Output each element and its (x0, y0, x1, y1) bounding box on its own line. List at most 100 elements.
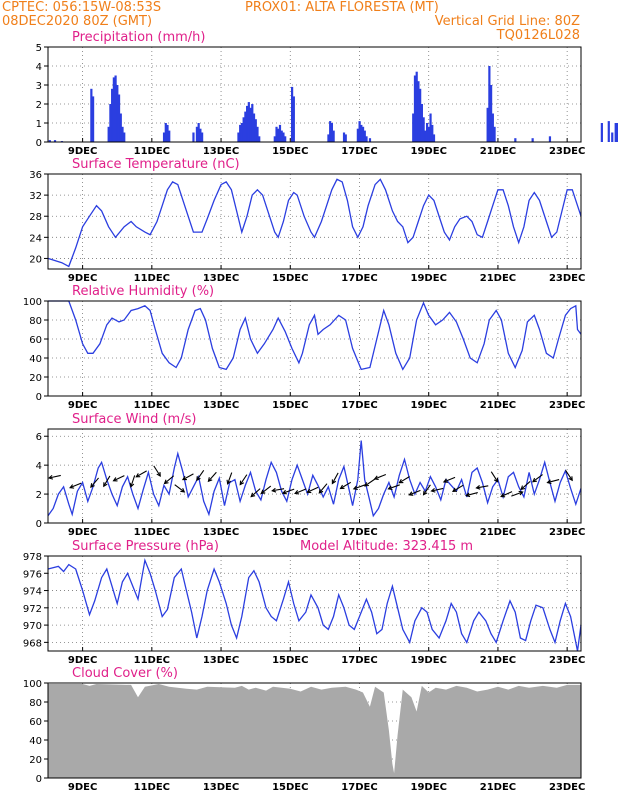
humidity-x-tick-label: 19DEC (411, 400, 447, 411)
wind-wind-vector (331, 472, 339, 485)
humidity-y-tick-label: 40 (29, 354, 42, 365)
precipitation-bar (192, 132, 195, 142)
wind-wind-vector (196, 470, 205, 482)
wind-wind-vector (271, 487, 285, 493)
temperature-x-tick-label: 17DEC (341, 273, 377, 284)
precipitation-bar (431, 124, 434, 142)
wind-x-tick-label: 23DEC (549, 527, 585, 538)
precipitation-bar (342, 132, 346, 142)
wind-y-tick-label: 2 (36, 490, 42, 501)
humidity-series-line (48, 300, 582, 371)
precipitation-y-tick-label: 1 (36, 119, 42, 130)
wind-wind-vector (475, 484, 489, 490)
wind-wind-vector (250, 488, 261, 498)
precipitation-bar (356, 128, 359, 142)
precipitation-bar (360, 124, 363, 142)
wind-wind-vector (565, 469, 573, 482)
precipitation-bar (614, 123, 617, 142)
precipitation-bar (611, 132, 614, 142)
wind-panel: 9DEC 11DEC 13DEC 15DEC 17DEC 19DEC 21DEC 23DEC 0… (36, 412, 586, 538)
temperature-x-tick-label: 19DEC (411, 273, 447, 284)
pressure-frame (47, 555, 582, 652)
precipitation-bar (607, 121, 610, 142)
wind-wind-vector (363, 478, 376, 487)
precipitation-bar (199, 128, 202, 142)
pressure-y-tick-label: 970 (23, 621, 42, 632)
wind-wind-vector (103, 475, 111, 488)
cloud-cover-y-tick-label: 40 (29, 736, 42, 747)
precipitation-bar (90, 88, 93, 142)
precipitation-bar (412, 113, 415, 142)
temperature-x-tick-label: 11DEC (134, 273, 170, 284)
precipitation-bar (361, 126, 365, 142)
wind-wind-vector (260, 485, 272, 495)
wind-x-tick-label: 11DEC (134, 527, 170, 538)
cloud-cover-panel: 9DEC 11DEC 13DEC 15DEC 17DEC 19DEC 21DEC 23DEC 0… (23, 666, 585, 793)
humidity-panel: 9DEC 11DEC 13DEC 15DEC 17DEC 19DEC 21DEC 23DEC 0… (23, 284, 585, 411)
wind-y-tick-label: 0 (36, 519, 42, 530)
pressure-x-tick-label: 11DEC (134, 655, 170, 666)
precipitation-bar (195, 126, 199, 142)
pressure-series-line (47, 557, 582, 652)
precipitation-bar (415, 71, 418, 142)
precipitation-bar (48, 140, 51, 142)
humidity-y-tick-label: 100 (23, 297, 42, 308)
wind-wind-vector (339, 481, 352, 490)
precipitation-bar (282, 132, 285, 142)
precipitation-y-tick-label: 0 (36, 138, 42, 149)
header-run-time: 08DEC2020 80Z (GMT) (2, 14, 152, 29)
precipitation-y-tick-label: 5 (36, 43, 42, 54)
precipitation-bar (117, 94, 121, 142)
wind-wind-vector (69, 482, 82, 489)
precipitation-bar (600, 123, 603, 142)
precipitation-x-tick-label: 13DEC (203, 146, 239, 157)
pressure-x-tick-label: 23DEC (549, 655, 585, 666)
precipitation-bar (427, 126, 430, 142)
precipitation-bar (197, 123, 200, 142)
precipitation-bar (491, 113, 494, 142)
wind-wind-vector (207, 471, 217, 483)
precipitation-bar (420, 104, 423, 142)
wind-wind-vector (112, 475, 125, 482)
humidity-y-tick-label: 80 (29, 316, 42, 327)
precipitation-bar (240, 123, 244, 142)
header-model-id: TQ0126L028 (496, 28, 580, 43)
precipitation-bar (273, 136, 276, 142)
pressure-y-tick-label: 974 (23, 587, 42, 598)
wind-wind-vector (90, 477, 100, 488)
humidity-x-tick-label: 17DEC (341, 400, 377, 411)
precipitation-bar (280, 130, 283, 142)
cloud-cover-x-tick-label: 11DEC (134, 782, 170, 793)
cloud-cover-x-tick-label: 9DEC (68, 782, 97, 793)
pressure-x-tick-label: 19DEC (411, 655, 447, 666)
precipitation-bar (256, 126, 259, 142)
precipitation-bar (107, 126, 110, 142)
wind-wind-vector (465, 492, 478, 498)
temperature-y-tick-label: 36 (29, 170, 42, 181)
cloud-cover-x-tick-label: 23DEC (549, 782, 585, 793)
wind-wind-vector (520, 481, 531, 491)
precipitation-bar (616, 123, 618, 142)
wind-wind-vector (47, 474, 61, 480)
cloud-cover-y-tick-label: 20 (29, 755, 42, 766)
humidity-x-tick-label: 13DEC (203, 400, 239, 411)
temperature-x-tick-label: 23DEC (549, 273, 585, 284)
humidity-title: Relative Humidity (%) (72, 284, 214, 299)
wind-wind-vector (281, 488, 295, 495)
cloud-cover-x-tick-label: 13DEC (203, 782, 239, 793)
precipitation-bar (329, 121, 332, 142)
precipitation-x-tick-label: 15DEC (272, 146, 308, 157)
humidity-x-tick-label: 23DEC (549, 400, 585, 411)
precipitation-bar (275, 126, 278, 142)
pressure-title: Surface Pressure (hPa) (72, 539, 219, 554)
precipitation-bar (162, 132, 166, 142)
wind-wind-vector (387, 484, 400, 491)
precipitation-title: Precipitation (mm/h) (72, 30, 205, 45)
precipitation-bar (490, 85, 493, 142)
precipitation-bar (358, 121, 361, 142)
precipitation-bar (424, 130, 427, 142)
precipitation-bar (514, 138, 517, 142)
header-vertical-grid-note: Vertical Grid Line: 80Z (435, 14, 580, 29)
cloud-cover-x-tick-label: 17DEC (341, 782, 377, 793)
wind-wind-vector (442, 476, 456, 483)
